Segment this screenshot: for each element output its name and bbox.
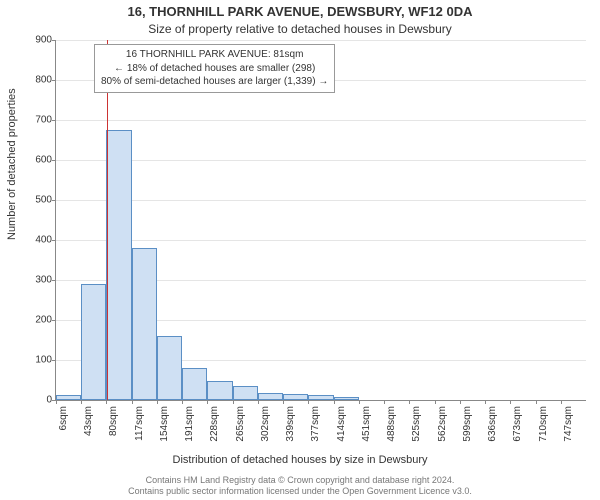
- xtick-mark: [233, 400, 234, 404]
- histogram-bar: [81, 284, 106, 400]
- histogram-bar: [157, 336, 182, 400]
- xtick-label: 265sqm: [235, 406, 246, 442]
- histogram-bar: [334, 397, 359, 400]
- histogram-bar: [308, 395, 333, 400]
- xtick-mark: [308, 400, 309, 404]
- xtick-label: 228sqm: [209, 406, 220, 442]
- xtick-mark: [485, 400, 486, 404]
- xtick-mark: [56, 400, 57, 404]
- histogram-bar: [233, 386, 258, 400]
- annotation-line: 16 THORNHILL PARK AVENUE: 81sqm: [101, 48, 328, 62]
- ytick-mark: [52, 40, 56, 41]
- xtick-mark: [283, 400, 284, 404]
- gridline: [56, 40, 586, 41]
- ytick-label: 300: [35, 275, 52, 286]
- ytick-mark: [52, 320, 56, 321]
- xtick-mark: [384, 400, 385, 404]
- xtick-mark: [510, 400, 511, 404]
- gridline: [56, 240, 586, 241]
- xtick-mark: [207, 400, 208, 404]
- xtick-mark: [409, 400, 410, 404]
- histogram-bar: [132, 248, 157, 400]
- xtick-mark: [536, 400, 537, 404]
- xtick-label: 710sqm: [538, 406, 549, 442]
- xtick-label: 451sqm: [361, 406, 372, 442]
- footer-line: Contains HM Land Registry data © Crown c…: [0, 475, 600, 487]
- ytick-label: 800: [35, 75, 52, 86]
- annotation-line: 80% of semi-detached houses are larger (…: [101, 75, 328, 89]
- histogram-bar: [182, 368, 207, 400]
- ytick-mark: [52, 360, 56, 361]
- xtick-label: 562sqm: [437, 406, 448, 442]
- xtick-mark: [359, 400, 360, 404]
- xtick-label: 747sqm: [563, 406, 574, 442]
- xtick-mark: [182, 400, 183, 404]
- histogram-bar: [283, 394, 308, 400]
- xtick-label: 6sqm: [58, 406, 69, 430]
- xtick-label: 488sqm: [386, 406, 397, 442]
- ytick-label: 500: [35, 195, 52, 206]
- xtick-label: 339sqm: [285, 406, 296, 442]
- ytick-label: 700: [35, 115, 52, 126]
- xtick-label: 636sqm: [487, 406, 498, 442]
- ytick-mark: [52, 80, 56, 81]
- xtick-mark: [106, 400, 107, 404]
- ytick-mark: [52, 160, 56, 161]
- xtick-mark: [334, 400, 335, 404]
- ytick-label: 100: [35, 355, 52, 366]
- annotation-line: ← 18% of detached houses are smaller (29…: [101, 62, 328, 76]
- xtick-label: 80sqm: [108, 406, 119, 436]
- xtick-label: 414sqm: [336, 406, 347, 442]
- ytick-mark: [52, 120, 56, 121]
- xtick-mark: [258, 400, 259, 404]
- ytick-label: 0: [46, 395, 52, 406]
- xtick-label: 117sqm: [134, 406, 145, 441]
- ytick-label: 600: [35, 155, 52, 166]
- ytick-mark: [52, 200, 56, 201]
- histogram-bar: [207, 381, 232, 400]
- marker-line: [107, 40, 108, 400]
- xtick-mark: [561, 400, 562, 404]
- ytick-label: 200: [35, 315, 52, 326]
- xtick-label: 302sqm: [260, 406, 271, 442]
- xtick-mark: [157, 400, 158, 404]
- ytick-label: 400: [35, 235, 52, 246]
- xtick-label: 673sqm: [512, 406, 523, 442]
- xtick-label: 525sqm: [411, 406, 422, 442]
- xtick-label: 43sqm: [83, 406, 94, 436]
- page-subtitle: Size of property relative to detached ho…: [0, 22, 600, 36]
- histogram-bar: [56, 395, 81, 400]
- histogram-bar: [106, 130, 131, 400]
- chart-plot-area: 01002003004005006007008009006sqm43sqm80s…: [55, 40, 586, 401]
- xtick-label: 377sqm: [310, 406, 321, 442]
- xtick-mark: [81, 400, 82, 404]
- ytick-mark: [52, 240, 56, 241]
- xtick-label: 599sqm: [462, 406, 473, 442]
- y-axis-label: Number of detached properties: [6, 88, 18, 240]
- ytick-mark: [52, 280, 56, 281]
- xtick-label: 191sqm: [184, 406, 195, 442]
- xtick-mark: [460, 400, 461, 404]
- gridline: [56, 120, 586, 121]
- ytick-label: 900: [35, 35, 52, 46]
- xtick-mark: [132, 400, 133, 404]
- footer-line: Contains public sector information licen…: [0, 486, 600, 498]
- xtick-mark: [435, 400, 436, 404]
- gridline: [56, 200, 586, 201]
- gridline: [56, 160, 586, 161]
- footer-credits: Contains HM Land Registry data © Crown c…: [0, 475, 600, 498]
- xtick-label: 154sqm: [159, 406, 170, 442]
- x-axis-label: Distribution of detached houses by size …: [0, 454, 600, 466]
- histogram-bar: [258, 393, 283, 400]
- annotation-box: 16 THORNHILL PARK AVENUE: 81sqm ← 18% of…: [94, 44, 335, 93]
- page-title: 16, THORNHILL PARK AVENUE, DEWSBURY, WF1…: [0, 4, 600, 19]
